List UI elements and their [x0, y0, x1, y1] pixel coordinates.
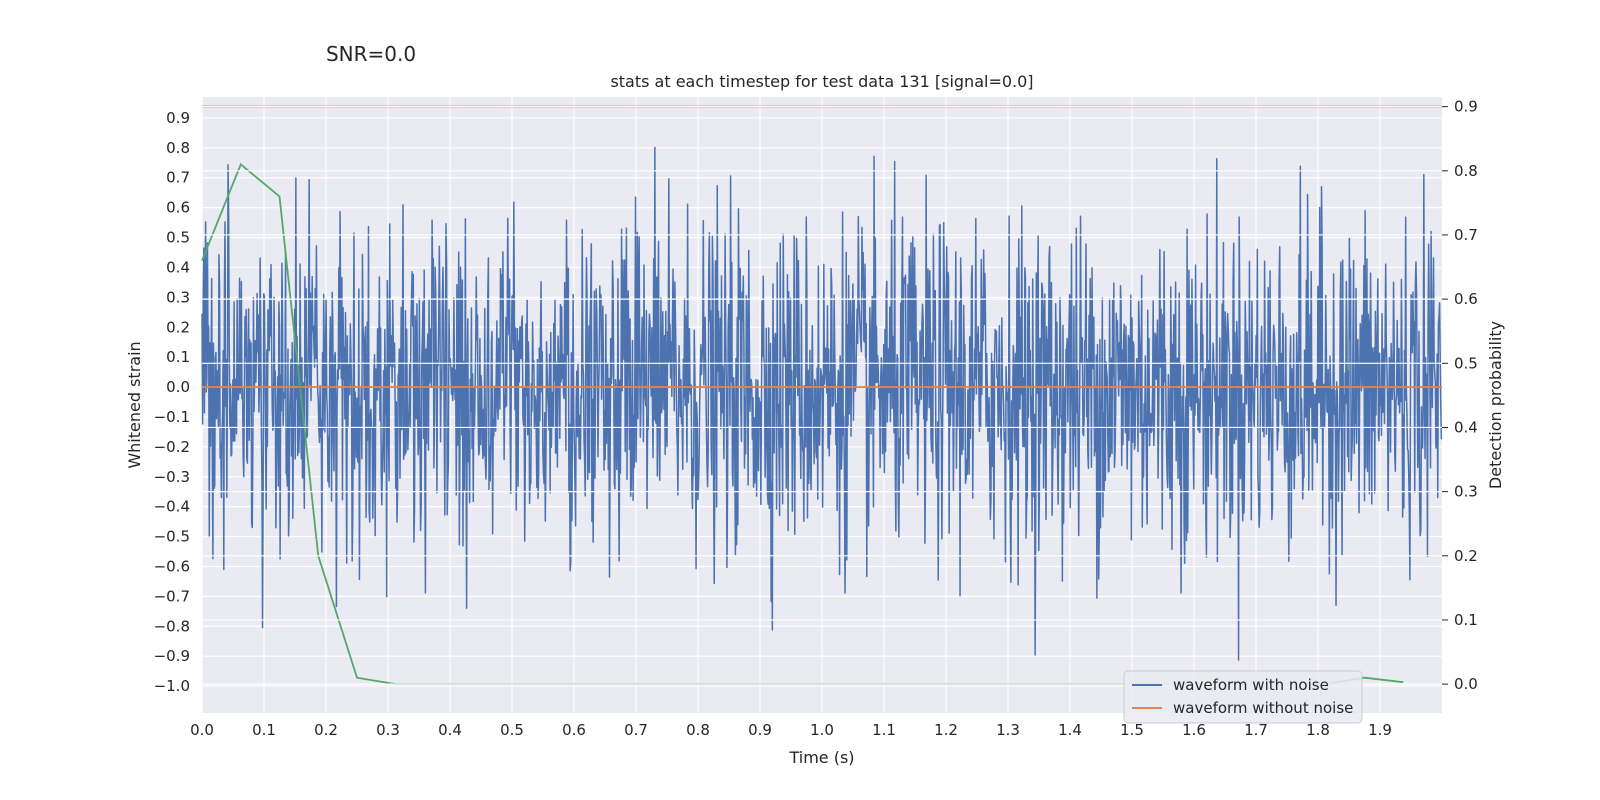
y2-tick-label: 0.0: [1454, 675, 1478, 693]
x-tick-label: 0.3: [376, 721, 400, 739]
y-tick-label: 0.3: [166, 288, 190, 306]
y-tick-label: −0.9: [154, 647, 190, 665]
y-tick-label: −0.6: [154, 557, 190, 575]
y2-tick-label: 0.4: [1454, 418, 1478, 436]
x-tick-label: 0.8: [686, 721, 710, 739]
y-tick-label: −0.7: [154, 587, 190, 605]
x-tick-label: 0.5: [500, 721, 524, 739]
x-tick-label: 0.1: [252, 721, 276, 739]
chart-title: stats at each timestep for test data 131…: [610, 72, 1033, 91]
x-tick-label: 1.5: [1120, 721, 1144, 739]
x-tick-label: 0.2: [314, 721, 338, 739]
y-tick-label: −0.4: [154, 498, 190, 516]
y2-tick-label: 0.7: [1454, 226, 1478, 244]
legend-label-clean: waveform without noise: [1173, 699, 1353, 717]
x-axis-label: Time (s): [788, 748, 854, 767]
x-tick-label: 0.7: [624, 721, 648, 739]
y-tick-label: −0.1: [154, 408, 190, 426]
x-tick-label: 1.3: [996, 721, 1020, 739]
y-tick-label: 0.2: [166, 318, 190, 336]
y-tick-label: −0.5: [154, 528, 190, 546]
y2-axis-label: Detection probability: [1486, 321, 1505, 489]
legend-label-noise: waveform with noise: [1173, 676, 1329, 694]
x-tick-label: 0.6: [562, 721, 586, 739]
y-tick-label: 0.9: [166, 109, 190, 127]
x-tick-label: 1.6: [1182, 721, 1206, 739]
y-tick-label: 0.6: [166, 199, 190, 217]
series-waveform-with-noise: [201, 146, 1443, 661]
y2-tick-label: 0.5: [1454, 354, 1478, 372]
y-axis-label: Whitened strain: [125, 341, 144, 468]
x-tick-label: 1.7: [1244, 721, 1268, 739]
legend: waveform with noise waveform without noi…: [1123, 670, 1363, 724]
y-tick-label: 0.4: [166, 258, 190, 276]
x-tick-label: 1.1: [872, 721, 896, 739]
y-tick-label: −1.0: [154, 677, 190, 695]
x-tick-label: 1.4: [1058, 721, 1082, 739]
y2-tick-label: 0.9: [1454, 98, 1478, 116]
x-tick-label: 1.0: [810, 721, 834, 739]
y-tick-label: 0.7: [166, 169, 190, 187]
y2-tick-label: 0.6: [1454, 290, 1478, 308]
x-tick-label: 0.0: [190, 721, 214, 739]
legend-box: [1123, 670, 1363, 724]
x-tick-label: 1.2: [934, 721, 958, 739]
y2-tick-label: 0.2: [1454, 547, 1478, 565]
y2-tick-label: 0.1: [1454, 611, 1478, 629]
y-tick-label: −0.3: [154, 468, 190, 486]
y-tick-label: −0.8: [154, 617, 190, 635]
y-tick-label: 0.0: [166, 378, 190, 396]
x-tick-label: 0.4: [438, 721, 462, 739]
y-tick-label: 0.1: [166, 348, 190, 366]
figure-suptitle: SNR=0.0: [326, 42, 416, 66]
tick-labels: 0.0 0.1 0.2 0.3 0.4 0.5 0.6 0.7 0.8 0.9 1.0 1.1 1.2 1…: [154, 98, 1478, 739]
x-tick-label: 0.9: [748, 721, 772, 739]
y-tick-label: 0.8: [166, 139, 190, 157]
y-tick-label: 0.5: [166, 229, 190, 247]
x-tick-label: 1.9: [1368, 721, 1392, 739]
x-tick-label: 1.8: [1306, 721, 1330, 739]
y2-tick-label: 0.8: [1454, 162, 1478, 180]
y2-tick-label: 0.3: [1454, 483, 1478, 501]
y-tick-label: −0.2: [154, 438, 190, 456]
